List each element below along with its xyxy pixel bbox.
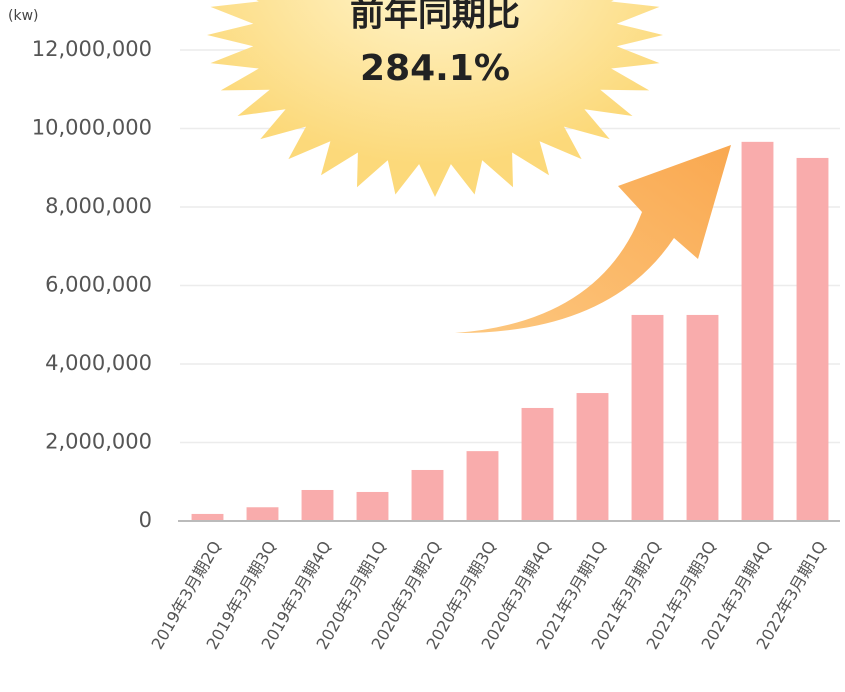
bar [302,490,334,521]
bar [577,393,609,521]
bar [247,507,279,521]
chart: 前年同期比 284.1% (kw) 0 2,000,000 4,000,000 6,0… [0,0,845,692]
y-tick-label: 2,000,000 [45,430,152,454]
bar [522,408,554,521]
y-tick-label: 10,000,000 [32,116,152,140]
y-tick-label: 6,000,000 [45,273,152,297]
y-tick-label: 0 [139,508,152,532]
annotation-title: 前年同期比 [350,0,520,35]
unit-label: (kw) [8,8,38,24]
growth-arrow [455,145,731,333]
bar [192,514,224,521]
y-tick-label: 12,000,000 [32,37,152,61]
y-tick-label: 4,000,000 [45,351,152,375]
bar [632,315,664,521]
bar [687,315,719,521]
bar [742,142,774,521]
bar [467,451,499,521]
bar [357,492,389,521]
bar [797,158,829,521]
bar [412,470,444,521]
page: 前年同期比 284.1% (kw) 0 2,000,000 4,000,000 6,0… [0,0,845,692]
annotation-value: 284.1% [360,48,510,89]
y-tick-label: 8,000,000 [45,194,152,218]
bars [192,142,829,521]
